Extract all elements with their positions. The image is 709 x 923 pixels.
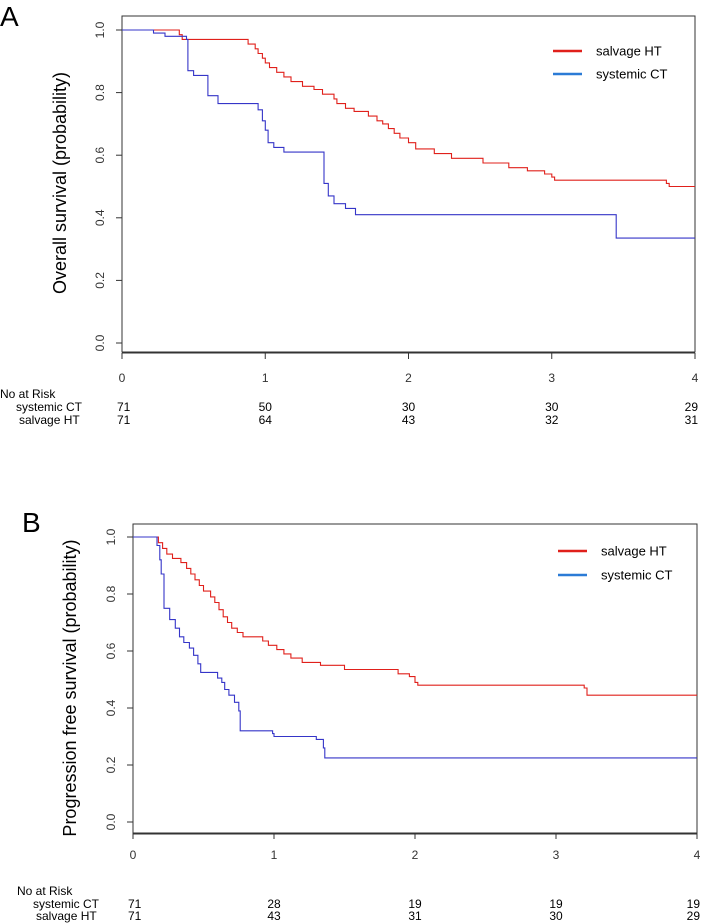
y-tick-label: 1.0 (93, 21, 107, 38)
panel-b: B 0.0 0.2 0.4 0.6 0.8 1.0 Progression free surv… (17, 507, 701, 923)
series-line-salvage-ht (122, 29, 695, 188)
x-tick-label: 3 (548, 371, 555, 385)
risk-count: 29 (685, 400, 699, 414)
plot-frame (121, 15, 696, 353)
x-tick-label: 4 (692, 371, 699, 385)
panel-letter: B (22, 507, 41, 538)
risk-count: 43 (402, 413, 416, 427)
y-tick-label: 0.0 (104, 813, 118, 830)
y-tick-label: 0.2 (93, 272, 107, 289)
panel-a: A 0.0 0.2 0.4 0.6 0.8 1.0 Overall survival (pro… (0, 1, 699, 427)
risk-count: 43 (267, 909, 281, 923)
y-tick-label: 1.0 (104, 528, 118, 545)
risk-count: 31 (408, 909, 422, 923)
legend: salvage HT systemic CT (558, 544, 673, 583)
y-axis-label: Progression free survival (probability) (60, 539, 80, 836)
risk-count: 30 (545, 400, 559, 414)
risk-count: 71 (128, 897, 142, 911)
y-axis-label: Overall survival (probability) (50, 72, 70, 294)
risk-count: 30 (549, 909, 563, 923)
risk-count: 50 (259, 400, 273, 414)
x-tick-label: 2 (412, 848, 419, 862)
x-tick-label: 1 (262, 371, 269, 385)
y-tick-label: 0.8 (104, 585, 118, 602)
risk-count: 19 (408, 897, 422, 911)
y-tick-label: 0.8 (93, 84, 107, 101)
x-tick-label: 1 (271, 848, 278, 862)
risk-count: 30 (402, 400, 416, 414)
series-line-systemic-ct (122, 29, 695, 239)
risk-count: 32 (545, 413, 559, 427)
panel-letter: A (0, 1, 19, 32)
risk-row-label-systemic-ct: systemic CT (33, 897, 100, 911)
risk-count: 71 (117, 400, 131, 414)
risk-count: 71 (128, 909, 142, 923)
legend-label-salvage-ht: salvage HT (601, 544, 667, 559)
legend-label-systemic-ct: systemic CT (596, 67, 668, 82)
x-tick-label: 0 (130, 848, 137, 862)
risk-row-label-salvage-ht: salvage HT (36, 909, 97, 923)
legend-label-salvage-ht: salvage HT (596, 44, 662, 59)
legend-label-systemic-ct: systemic CT (601, 568, 673, 583)
risk-table-title: No at Risk (17, 884, 73, 898)
series-line-systemic-ct (133, 536, 697, 759)
series-line-salvage-ht (133, 536, 697, 696)
risk-count: 28 (267, 897, 281, 911)
x-tick-label: 2 (405, 371, 412, 385)
y-tick-label: 0.2 (104, 756, 118, 773)
y-tick-label: 0.6 (93, 147, 107, 164)
y-tick-label: 0.4 (104, 699, 118, 716)
risk-count: 19 (687, 897, 701, 911)
risk-row-label-systemic-ct: systemic CT (16, 400, 83, 414)
x-tick-label: 0 (119, 371, 126, 385)
risk-count: 19 (549, 897, 563, 911)
legend: salvage HT systemic CT (553, 44, 668, 82)
risk-count: 71 (117, 413, 131, 427)
y-tick-label: 0.6 (104, 642, 118, 659)
risk-count: 29 (687, 909, 701, 923)
risk-row-label-salvage-ht: salvage HT (19, 413, 80, 427)
x-tick-label: 4 (694, 848, 701, 862)
x-tick-label: 3 (553, 848, 560, 862)
y-tick-label: 0.0 (93, 334, 107, 351)
y-tick-label: 0.4 (93, 209, 107, 226)
risk-table-title: No at Risk (0, 387, 56, 401)
risk-count: 64 (259, 413, 273, 427)
risk-count: 31 (685, 413, 699, 427)
